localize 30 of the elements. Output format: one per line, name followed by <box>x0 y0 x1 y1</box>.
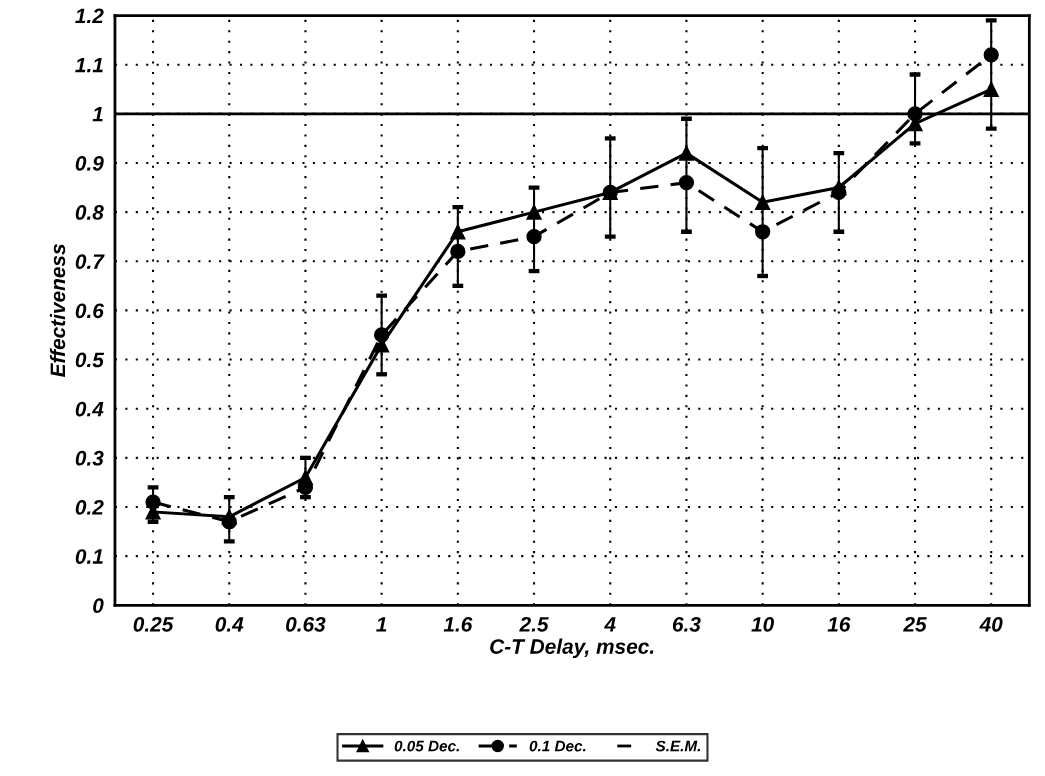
x-tick-label: 1.6 <box>443 616 473 632</box>
x-tick-label: 10 <box>751 616 775 632</box>
legend-label: S.E.M. <box>655 740 701 752</box>
y-tick-label: 0.5 <box>75 352 105 368</box>
y-tick-label: 0 <box>93 598 104 614</box>
y-tick-label: 0.6 <box>75 303 104 319</box>
y-tick-label: 0.8 <box>75 205 104 220</box>
y-tick-label: 0.9 <box>75 155 104 171</box>
y-tick-label: 0.3 <box>75 450 104 466</box>
x-tick-label: 4 <box>604 617 616 632</box>
x-tick-label: 0.4 <box>215 616 244 632</box>
x-tick-label: 0.63 <box>286 616 326 632</box>
x-tick-label: 40 <box>979 616 1003 632</box>
x-tick-label: 25 <box>903 616 927 632</box>
x-tick-label: 6.3 <box>672 616 701 632</box>
legend-label: 0.1 Dec. <box>529 740 586 752</box>
legend-label: 0.05 Dec. <box>394 740 459 752</box>
y-tick-label: 0.1 <box>75 549 103 564</box>
y-tick-label: 1.2 <box>75 8 104 24</box>
x-tick-label: 0.25 <box>133 616 174 632</box>
y-axis-title: Effectiveness <box>49 244 66 378</box>
y-tick-label: 0.2 <box>75 499 104 515</box>
y-tick-label: 0.4 <box>75 401 104 417</box>
y-tick-label: 0.7 <box>75 254 105 270</box>
y-tick-label: 1 <box>92 107 103 122</box>
x-tick-label: 2.5 <box>519 616 549 632</box>
x-axis-title: C-T Delay, msec. <box>490 638 654 659</box>
y-tick-label: 1.1 <box>75 57 103 73</box>
x-tick-label: 1 <box>376 617 387 632</box>
x-tick-label: 16 <box>827 616 851 632</box>
